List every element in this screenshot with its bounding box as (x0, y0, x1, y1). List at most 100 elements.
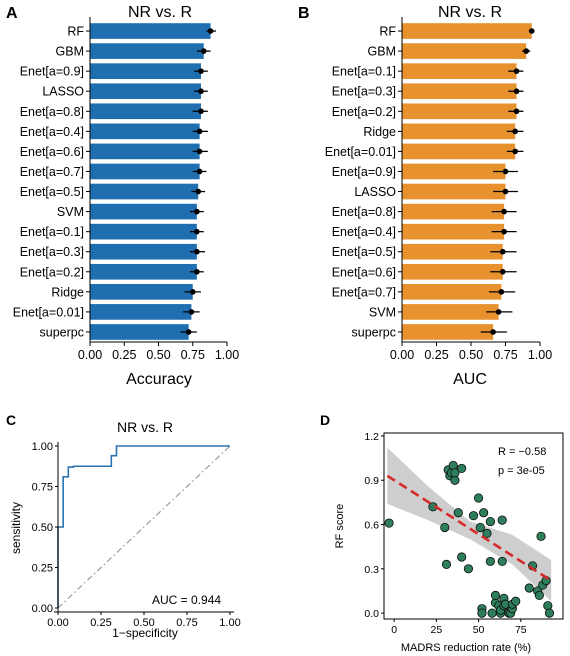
panel-d-ytick-label: 0.6 (364, 520, 379, 532)
panel-b-bar (402, 203, 505, 220)
panel-a-bar (90, 43, 204, 59)
panel-b-point (523, 48, 529, 54)
panel-letter-b: B (298, 5, 310, 22)
panel-c-xtick-label: 0.75 (176, 617, 197, 629)
panel-a-category-label: SVM (57, 205, 84, 219)
panel-a-point (207, 28, 214, 34)
panel-d-ylabel: RF score (334, 504, 346, 549)
panel-a-category-label: Enet[a=0.2] (20, 265, 84, 279)
panel-b-bar (402, 103, 517, 120)
panel-b-point (501, 208, 507, 215)
panel-a-point (196, 148, 203, 155)
panel-c-ytick-label: 0.00 (32, 603, 53, 615)
panel-d-point (468, 511, 479, 521)
panel-a-point (185, 329, 192, 335)
panel-b-category-label: superpc (352, 325, 396, 339)
panel-a-category-label: Enet[a=0.8] (20, 105, 84, 119)
panel-a-category-label: RF (67, 25, 84, 39)
panel-d-point (479, 508, 489, 518)
panel-a-bar (90, 163, 200, 180)
panel-a-xlabel: Accuracy (126, 371, 192, 388)
panel-a-bar (90, 23, 211, 39)
panel-a-point (194, 228, 200, 235)
panel-b-category-label: Enet[a=0.3] (332, 85, 396, 99)
panel-a-title: NR vs. R (128, 4, 192, 21)
panel-d-xlabel: MADRS reduction rate (%) (401, 642, 531, 654)
panel-a-point (189, 289, 196, 295)
panel-b-bar (402, 83, 517, 100)
panel-b-point (499, 248, 506, 255)
panel-b-xtick-label: 0.50 (459, 348, 483, 362)
panel-b-point (502, 168, 509, 175)
panel-b-category-label: Enet[a=0.2] (332, 105, 396, 119)
panel-a-point (196, 168, 203, 175)
panel-d-ytick-label: 0.9 (364, 475, 379, 487)
panel-b-category-label: Enet[a=0.01] (325, 145, 396, 159)
panel-b-category-label: Enet[a=0.8] (332, 205, 396, 219)
panel-b-bar (402, 183, 506, 200)
panel-a-category-label: Enet[a=0.3] (20, 245, 84, 259)
panel-d-point (524, 583, 534, 593)
panel-d-point (536, 531, 546, 541)
panel-a-bar (90, 263, 197, 280)
panel-a-xtick-label: 0.50 (146, 348, 170, 362)
panel-d-point (453, 508, 463, 518)
panel-d-xtick-label: 0 (391, 624, 397, 636)
panel-a-bar (90, 304, 192, 320)
panel-a: A NR vs. R RF GBM Enet[a=0.9] LASSO Enet[a=0… (6, 4, 239, 388)
panel-b-point (512, 148, 518, 155)
panel-d-ytick-label: 1.2 (364, 431, 379, 443)
panel-b-bar (402, 243, 503, 260)
panel-d-point (511, 596, 521, 606)
panel-d-fit-line (386, 474, 552, 582)
panel-d-point (463, 564, 474, 574)
panel-a-point (194, 248, 200, 255)
panel-a-xtick-label: 0.00 (78, 348, 102, 362)
panel-d-confidence-band (387, 447, 552, 602)
panel-a-point (194, 268, 200, 275)
panel-a-bar (90, 183, 199, 200)
panel-d-point (543, 601, 553, 611)
panel-a-point (198, 68, 204, 74)
panel-c-xtick-label: 0.00 (47, 617, 68, 629)
panel-d-p-annotation: p = 3e-05 (498, 465, 545, 477)
panel-b-category-label: Enet[a=0.7] (332, 285, 396, 299)
panel-a-bar (90, 123, 200, 140)
panel-a-bar (90, 103, 201, 120)
panel-c-plot: 0.00 0.25 0.50 0.75 1.00 0.00 0.25 0.50 0.75 1.00 (32, 441, 241, 629)
panel-b-bars (402, 23, 535, 340)
panel-d-point (457, 463, 467, 474)
panel-a-category-label: Enet[a=0.9] (20, 65, 84, 79)
panel-b-xtick-label: 0.25 (424, 348, 448, 362)
panel-a-bar (90, 143, 200, 160)
panel-d-point (487, 608, 497, 618)
panel-d-xtick-label: 25 (431, 624, 443, 636)
panel-b-point (495, 309, 502, 315)
panel-b-bar (402, 23, 532, 39)
panel-d-point (485, 516, 495, 527)
panel-a-bars (90, 23, 217, 340)
panel-b-category-label: Enet[a=0.1] (332, 65, 396, 79)
panel-a-xtick-label: 0.25 (112, 348, 136, 362)
panel-b-title: NR vs. R (438, 4, 502, 21)
panel-a-point (195, 188, 202, 195)
panel-b-category-label: RF (379, 25, 396, 39)
panel-d-point (384, 518, 394, 528)
panel-d-point (473, 493, 484, 503)
panel-b-point (501, 228, 507, 235)
panel-d-ytick-label: 0.3 (364, 564, 379, 576)
panel-a-category-label: Ridge (51, 285, 84, 299)
panel-a-bar (90, 284, 193, 300)
panel-b-category-label: LASSO (354, 185, 396, 199)
panel-b-category-label: Enet[a=0.4] (332, 225, 396, 239)
panel-a-bar (90, 83, 201, 100)
panel-d-point (475, 522, 485, 533)
panel-c-title: NR vs. R (117, 419, 173, 435)
panel-a-category-label: Enet[a=0.7] (20, 165, 84, 179)
panel-a-point (198, 88, 204, 95)
panel-d-point (440, 522, 450, 533)
panel-a-bar (90, 223, 197, 240)
panel-a-point (188, 309, 195, 315)
panel-d-r-annotation: R = −0.58 (498, 446, 546, 458)
